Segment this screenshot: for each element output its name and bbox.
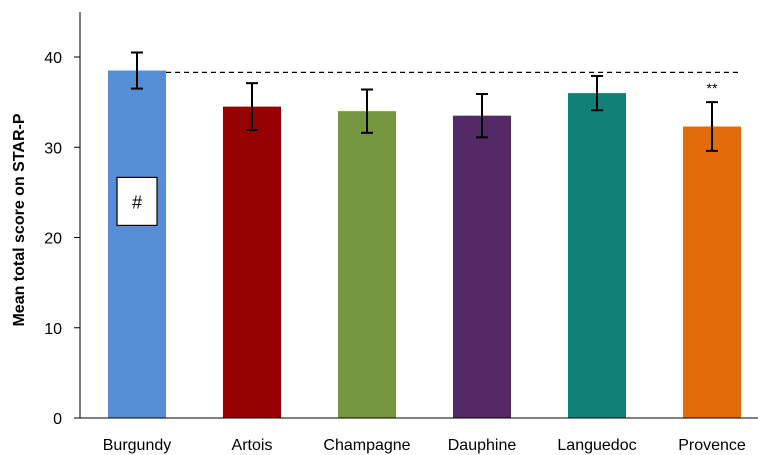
bar-burgundy — [108, 70, 166, 418]
category-label-artois: Artois — [232, 437, 273, 454]
bar-artois — [223, 106, 281, 418]
annotation-text: # — [132, 192, 142, 212]
x-axis-category-labels: Burgundy Artois Champagne Dauphine Languedoc… — [103, 437, 746, 454]
bars-group — [108, 70, 741, 419]
error-bar-provence — [706, 101, 718, 152]
category-label-dauphine: Dauphine — [448, 437, 517, 454]
y-tick-label: 0 — [53, 411, 62, 428]
y-axis-ticks: 0 10 20 30 40 — [44, 50, 80, 428]
bar-champagne — [338, 111, 396, 419]
error-bar-champagne — [361, 88, 373, 134]
bar-dauphine — [453, 115, 511, 418]
y-tick-label: 20 — [44, 231, 62, 248]
category-label-provence: Provence — [678, 437, 746, 454]
error-bar-artois — [246, 82, 258, 132]
annotation-box: # — [116, 176, 158, 226]
category-label-champagne: Champagne — [323, 437, 410, 454]
category-label-languedoc: Languedoc — [557, 437, 636, 454]
bar-languedoc — [568, 93, 626, 418]
y-axis-title: Mean total score on STAR-P — [11, 113, 28, 326]
y-tick-label: 10 — [44, 321, 62, 338]
error-bar-burgundy — [131, 51, 143, 90]
category-label-burgundy: Burgundy — [103, 437, 172, 454]
error-bar-dauphine — [476, 93, 488, 139]
y-tick-label: 30 — [44, 140, 62, 157]
y-tick-label: 40 — [44, 50, 62, 67]
error-bar-languedoc — [591, 74, 603, 112]
significance-marker: ** — [707, 80, 718, 96]
bar-provence — [683, 126, 741, 419]
annotations-group: # ** — [116, 80, 718, 226]
error-bars-group — [131, 51, 718, 152]
